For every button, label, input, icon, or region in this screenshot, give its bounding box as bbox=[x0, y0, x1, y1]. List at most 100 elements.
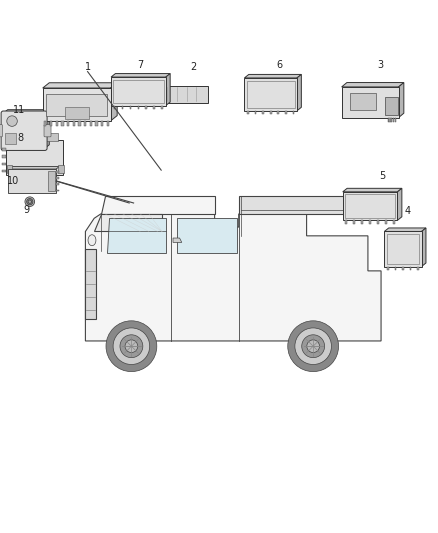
Bar bbox=[151, 86, 208, 103]
Text: 1: 1 bbox=[85, 62, 91, 72]
Bar bbox=[84, 121, 86, 126]
Bar bbox=[113, 80, 163, 103]
Circle shape bbox=[307, 340, 319, 352]
Polygon shape bbox=[173, 238, 182, 243]
Bar bbox=[393, 118, 394, 122]
Bar bbox=[56, 190, 59, 191]
Circle shape bbox=[113, 328, 150, 365]
Bar bbox=[361, 220, 363, 224]
Bar bbox=[56, 177, 59, 179]
Polygon shape bbox=[166, 74, 170, 106]
Text: 5: 5 bbox=[379, 171, 385, 181]
Text: 7: 7 bbox=[137, 60, 143, 70]
Bar bbox=[130, 106, 131, 109]
Bar bbox=[138, 106, 139, 109]
Polygon shape bbox=[3, 110, 49, 113]
Bar bbox=[8, 169, 56, 193]
Bar bbox=[122, 106, 124, 109]
Circle shape bbox=[28, 200, 32, 204]
Bar bbox=[270, 111, 272, 114]
Bar bbox=[61, 121, 64, 126]
Polygon shape bbox=[94, 214, 162, 231]
Bar bbox=[247, 111, 249, 114]
Bar bbox=[385, 220, 387, 224]
Bar bbox=[58, 165, 64, 173]
Bar bbox=[46, 94, 107, 116]
Bar bbox=[111, 77, 166, 106]
Bar bbox=[56, 121, 58, 126]
Polygon shape bbox=[239, 197, 381, 214]
Bar bbox=[369, 220, 371, 224]
Circle shape bbox=[120, 335, 143, 358]
Polygon shape bbox=[8, 166, 60, 169]
Bar bbox=[101, 121, 103, 126]
Bar bbox=[2, 163, 6, 165]
Bar bbox=[387, 266, 389, 270]
Polygon shape bbox=[399, 83, 404, 118]
Polygon shape bbox=[244, 75, 301, 78]
Polygon shape bbox=[85, 249, 96, 319]
Bar bbox=[387, 234, 419, 264]
Circle shape bbox=[125, 340, 138, 352]
Polygon shape bbox=[342, 83, 404, 87]
Bar bbox=[56, 183, 59, 185]
Text: 11: 11 bbox=[13, 105, 25, 115]
Bar bbox=[393, 220, 395, 224]
Polygon shape bbox=[107, 219, 166, 253]
Circle shape bbox=[106, 321, 157, 372]
Bar bbox=[395, 118, 396, 122]
Bar bbox=[345, 220, 347, 224]
FancyBboxPatch shape bbox=[44, 125, 51, 137]
Polygon shape bbox=[385, 228, 426, 231]
Bar bbox=[402, 266, 404, 270]
Ellipse shape bbox=[88, 235, 96, 246]
Polygon shape bbox=[421, 228, 426, 266]
FancyBboxPatch shape bbox=[1, 111, 47, 150]
Bar bbox=[44, 121, 46, 126]
Polygon shape bbox=[45, 110, 49, 148]
Polygon shape bbox=[343, 188, 402, 192]
Bar bbox=[114, 106, 115, 109]
Bar bbox=[342, 87, 399, 118]
Circle shape bbox=[7, 116, 18, 126]
Polygon shape bbox=[297, 75, 301, 111]
Bar bbox=[48, 171, 55, 191]
Bar bbox=[90, 121, 92, 126]
Bar bbox=[2, 169, 6, 172]
Text: 8: 8 bbox=[17, 133, 23, 143]
Bar bbox=[44, 133, 58, 141]
Bar bbox=[391, 118, 392, 122]
Polygon shape bbox=[111, 74, 170, 77]
Bar bbox=[6, 140, 63, 175]
Bar bbox=[343, 192, 398, 220]
Bar bbox=[107, 121, 109, 126]
Bar bbox=[50, 121, 52, 126]
Bar bbox=[2, 148, 6, 150]
FancyBboxPatch shape bbox=[42, 88, 110, 121]
Polygon shape bbox=[85, 214, 381, 341]
Bar bbox=[161, 106, 163, 109]
Bar bbox=[5, 133, 16, 144]
Polygon shape bbox=[142, 86, 151, 107]
Polygon shape bbox=[42, 83, 117, 88]
Polygon shape bbox=[110, 83, 117, 121]
Bar bbox=[395, 266, 396, 270]
Bar bbox=[293, 111, 294, 114]
FancyBboxPatch shape bbox=[0, 125, 3, 137]
Bar bbox=[285, 111, 287, 114]
Polygon shape bbox=[177, 219, 237, 253]
Bar bbox=[67, 121, 69, 126]
Polygon shape bbox=[398, 188, 402, 220]
Bar bbox=[345, 195, 395, 217]
Bar bbox=[27, 133, 42, 141]
Bar bbox=[73, 121, 75, 126]
Text: 3: 3 bbox=[377, 60, 383, 70]
Bar bbox=[262, 111, 264, 114]
Bar bbox=[377, 220, 379, 224]
Bar bbox=[10, 133, 25, 141]
Bar bbox=[417, 266, 419, 270]
Bar bbox=[56, 171, 59, 173]
Bar bbox=[350, 93, 376, 110]
Bar bbox=[389, 118, 391, 122]
Circle shape bbox=[295, 328, 332, 365]
